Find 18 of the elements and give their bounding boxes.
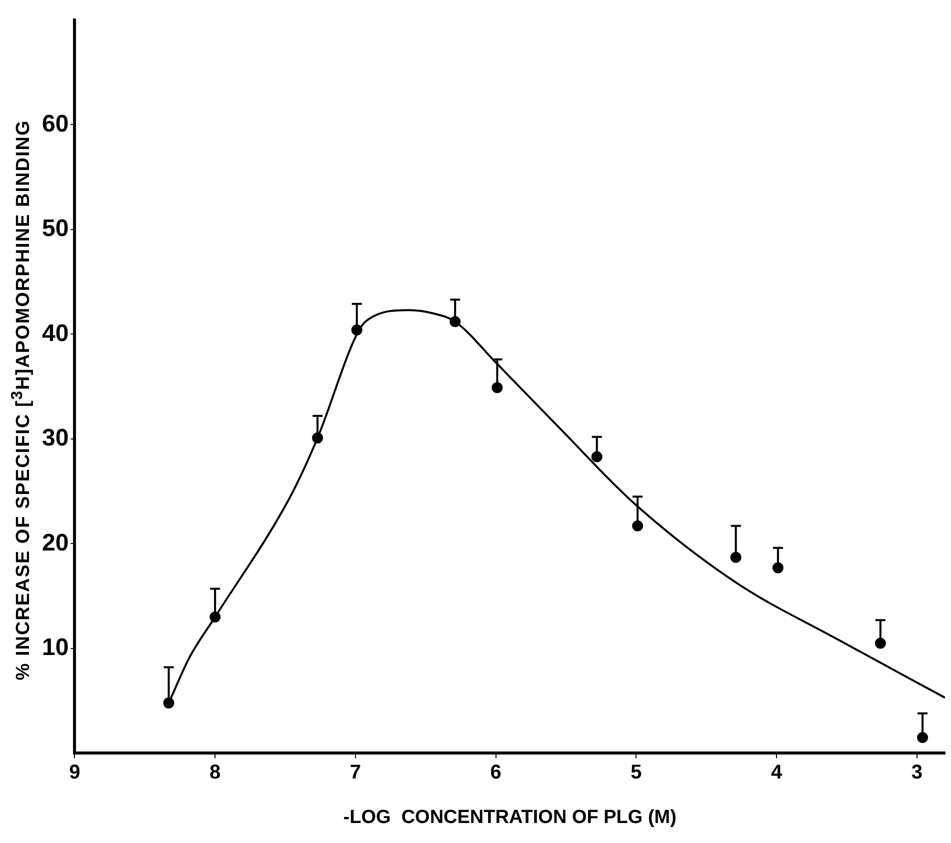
point: [917, 732, 928, 743]
x-tick-label: 6: [490, 762, 502, 784]
x-tick-label: 3: [911, 762, 922, 784]
y-tick-label: 20: [42, 529, 69, 556]
point: [632, 520, 644, 532]
x-tick-label: 8: [210, 762, 221, 784]
x-axis-title: -LOG CONCENTRATION OF PLG (M): [343, 806, 676, 828]
x-tick-label: 4: [770, 762, 783, 784]
y-tick-label: 50: [42, 215, 69, 242]
point: [312, 432, 324, 444]
y-tick-label: 30: [42, 424, 69, 452]
y-tick-label: 60: [42, 110, 69, 138]
point: [210, 612, 221, 623]
x-tick-label: 5: [630, 762, 642, 784]
y-tick-label: 40: [42, 320, 69, 347]
x-tick-label: 9: [69, 762, 80, 784]
x-tick-label: 7: [350, 762, 361, 784]
y-tick-label: 10: [42, 634, 69, 662]
